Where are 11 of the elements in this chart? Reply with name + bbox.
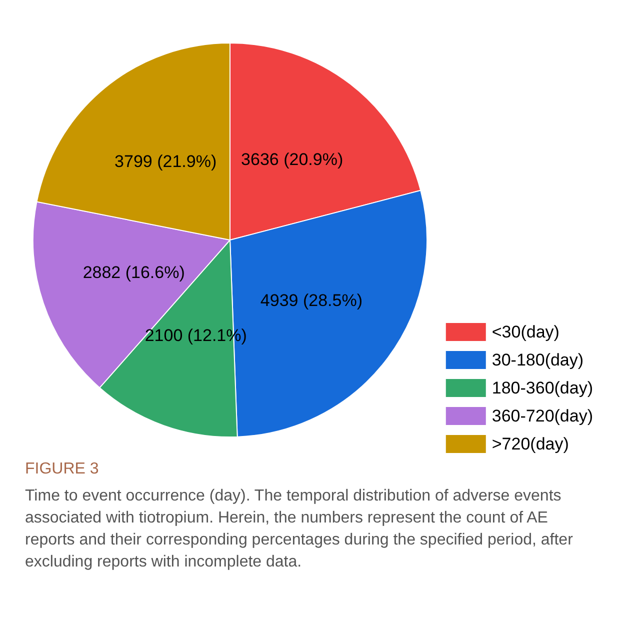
data-label: 3636 (20.9%) bbox=[241, 150, 344, 170]
legend-label: 360-720(day) bbox=[492, 406, 594, 426]
legend-label: <30(day) bbox=[492, 322, 560, 342]
text: FIGURE 3 bbox=[25, 460, 99, 478]
legend-label: 30-180(day) bbox=[492, 350, 584, 370]
data-label: 2882 (16.6%) bbox=[82, 263, 185, 282]
data-label: 3799 (21.9%) bbox=[114, 152, 217, 172]
data-label: 4939 (28.5%) bbox=[260, 291, 362, 310]
text: Time to event occurrence (day). The temporal distribution of adverse events associated with tiotropium. Herein, the numbers represent the count of AE reports and their corresponding percentages during the specified period, after excluding reports with incomplete data. bbox=[25, 488, 578, 570]
legend-label: 180-360(day) bbox=[492, 378, 594, 398]
legend-label: >720(day) bbox=[492, 434, 569, 454]
